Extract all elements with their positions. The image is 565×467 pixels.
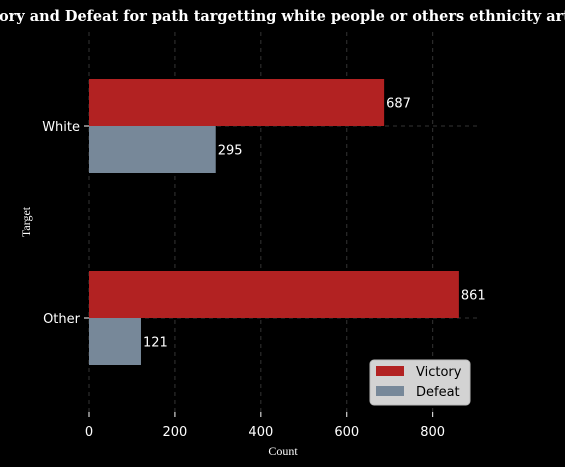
x-tick-label-800: 800: [420, 425, 445, 440]
legend: Victory Defeat: [369, 359, 471, 406]
y-axis-label: Target: [19, 206, 33, 237]
y-tick-label-white: White: [42, 120, 80, 135]
legend-swatch-defeat: [376, 386, 404, 396]
bar-label-defeat-white: 295: [218, 144, 243, 159]
bar-defeat-other: [89, 318, 141, 365]
x-axis-label: Count: [268, 444, 298, 458]
bar-label-victory-white: 687: [386, 97, 411, 112]
bar-label-defeat-other: 121: [143, 336, 168, 351]
bar-defeat-white: [89, 126, 216, 173]
legend-swatch-victory: [376, 366, 404, 376]
legend-label-defeat: Defeat: [416, 385, 460, 400]
legend-label-victory: Victory: [416, 365, 462, 380]
bar-value-labels: 687 295 861 121: [143, 97, 486, 351]
y-axis-ticks: White Other: [42, 120, 89, 327]
x-tick-label-400: 400: [248, 425, 273, 440]
y-tick-label-other: Other: [43, 312, 81, 327]
chart-title: Victory and Defeat for path targetting w…: [0, 8, 565, 25]
x-tick-label-200: 200: [163, 425, 188, 440]
x-tick-label-600: 600: [334, 425, 359, 440]
x-axis-ticks: 0 200 400 600 800: [85, 412, 445, 440]
x-tick-label-0: 0: [85, 425, 93, 440]
bar-victory-other: [89, 271, 459, 318]
bar-victory-white: [89, 79, 385, 126]
bar-label-victory-other: 861: [461, 289, 486, 304]
bars: [89, 79, 459, 365]
